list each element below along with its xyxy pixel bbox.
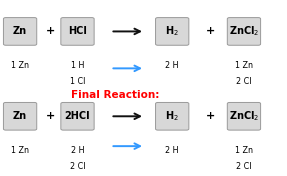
Text: 2 H: 2 H [165,61,179,71]
FancyBboxPatch shape [61,102,94,130]
Text: HCl: HCl [68,26,87,36]
Text: 1 H: 1 H [71,61,84,71]
Text: Zn: Zn [13,26,27,36]
FancyBboxPatch shape [3,18,37,45]
Text: H$_2$: H$_2$ [165,109,179,123]
Text: +: + [206,26,216,36]
Text: 1 Zn: 1 Zn [11,146,29,155]
Text: +: + [206,111,216,121]
Text: ZnCl$_2$: ZnCl$_2$ [229,24,259,38]
Text: 2 Cl: 2 Cl [236,162,252,171]
Text: Final Reaction:: Final Reaction: [71,90,159,100]
Text: +: + [46,111,55,121]
FancyBboxPatch shape [227,102,261,130]
Text: 1 Zn: 1 Zn [235,61,253,71]
Text: 1 Zn: 1 Zn [11,61,29,71]
Text: ZnCl$_2$: ZnCl$_2$ [229,109,259,123]
Text: 2 H: 2 H [165,146,179,155]
FancyBboxPatch shape [156,18,189,45]
FancyBboxPatch shape [227,18,261,45]
Text: +: + [46,26,55,36]
Text: 2 Cl: 2 Cl [70,162,85,171]
Text: 2HCl: 2HCl [65,111,90,121]
FancyBboxPatch shape [61,18,94,45]
Text: 1 Zn: 1 Zn [235,146,253,155]
Text: 2 Cl: 2 Cl [236,77,252,86]
Text: H$_2$: H$_2$ [165,24,179,38]
Text: 1 Cl: 1 Cl [70,77,85,86]
FancyBboxPatch shape [3,102,37,130]
FancyBboxPatch shape [156,102,189,130]
Text: Zn: Zn [13,111,27,121]
Text: 2 H: 2 H [71,146,84,155]
